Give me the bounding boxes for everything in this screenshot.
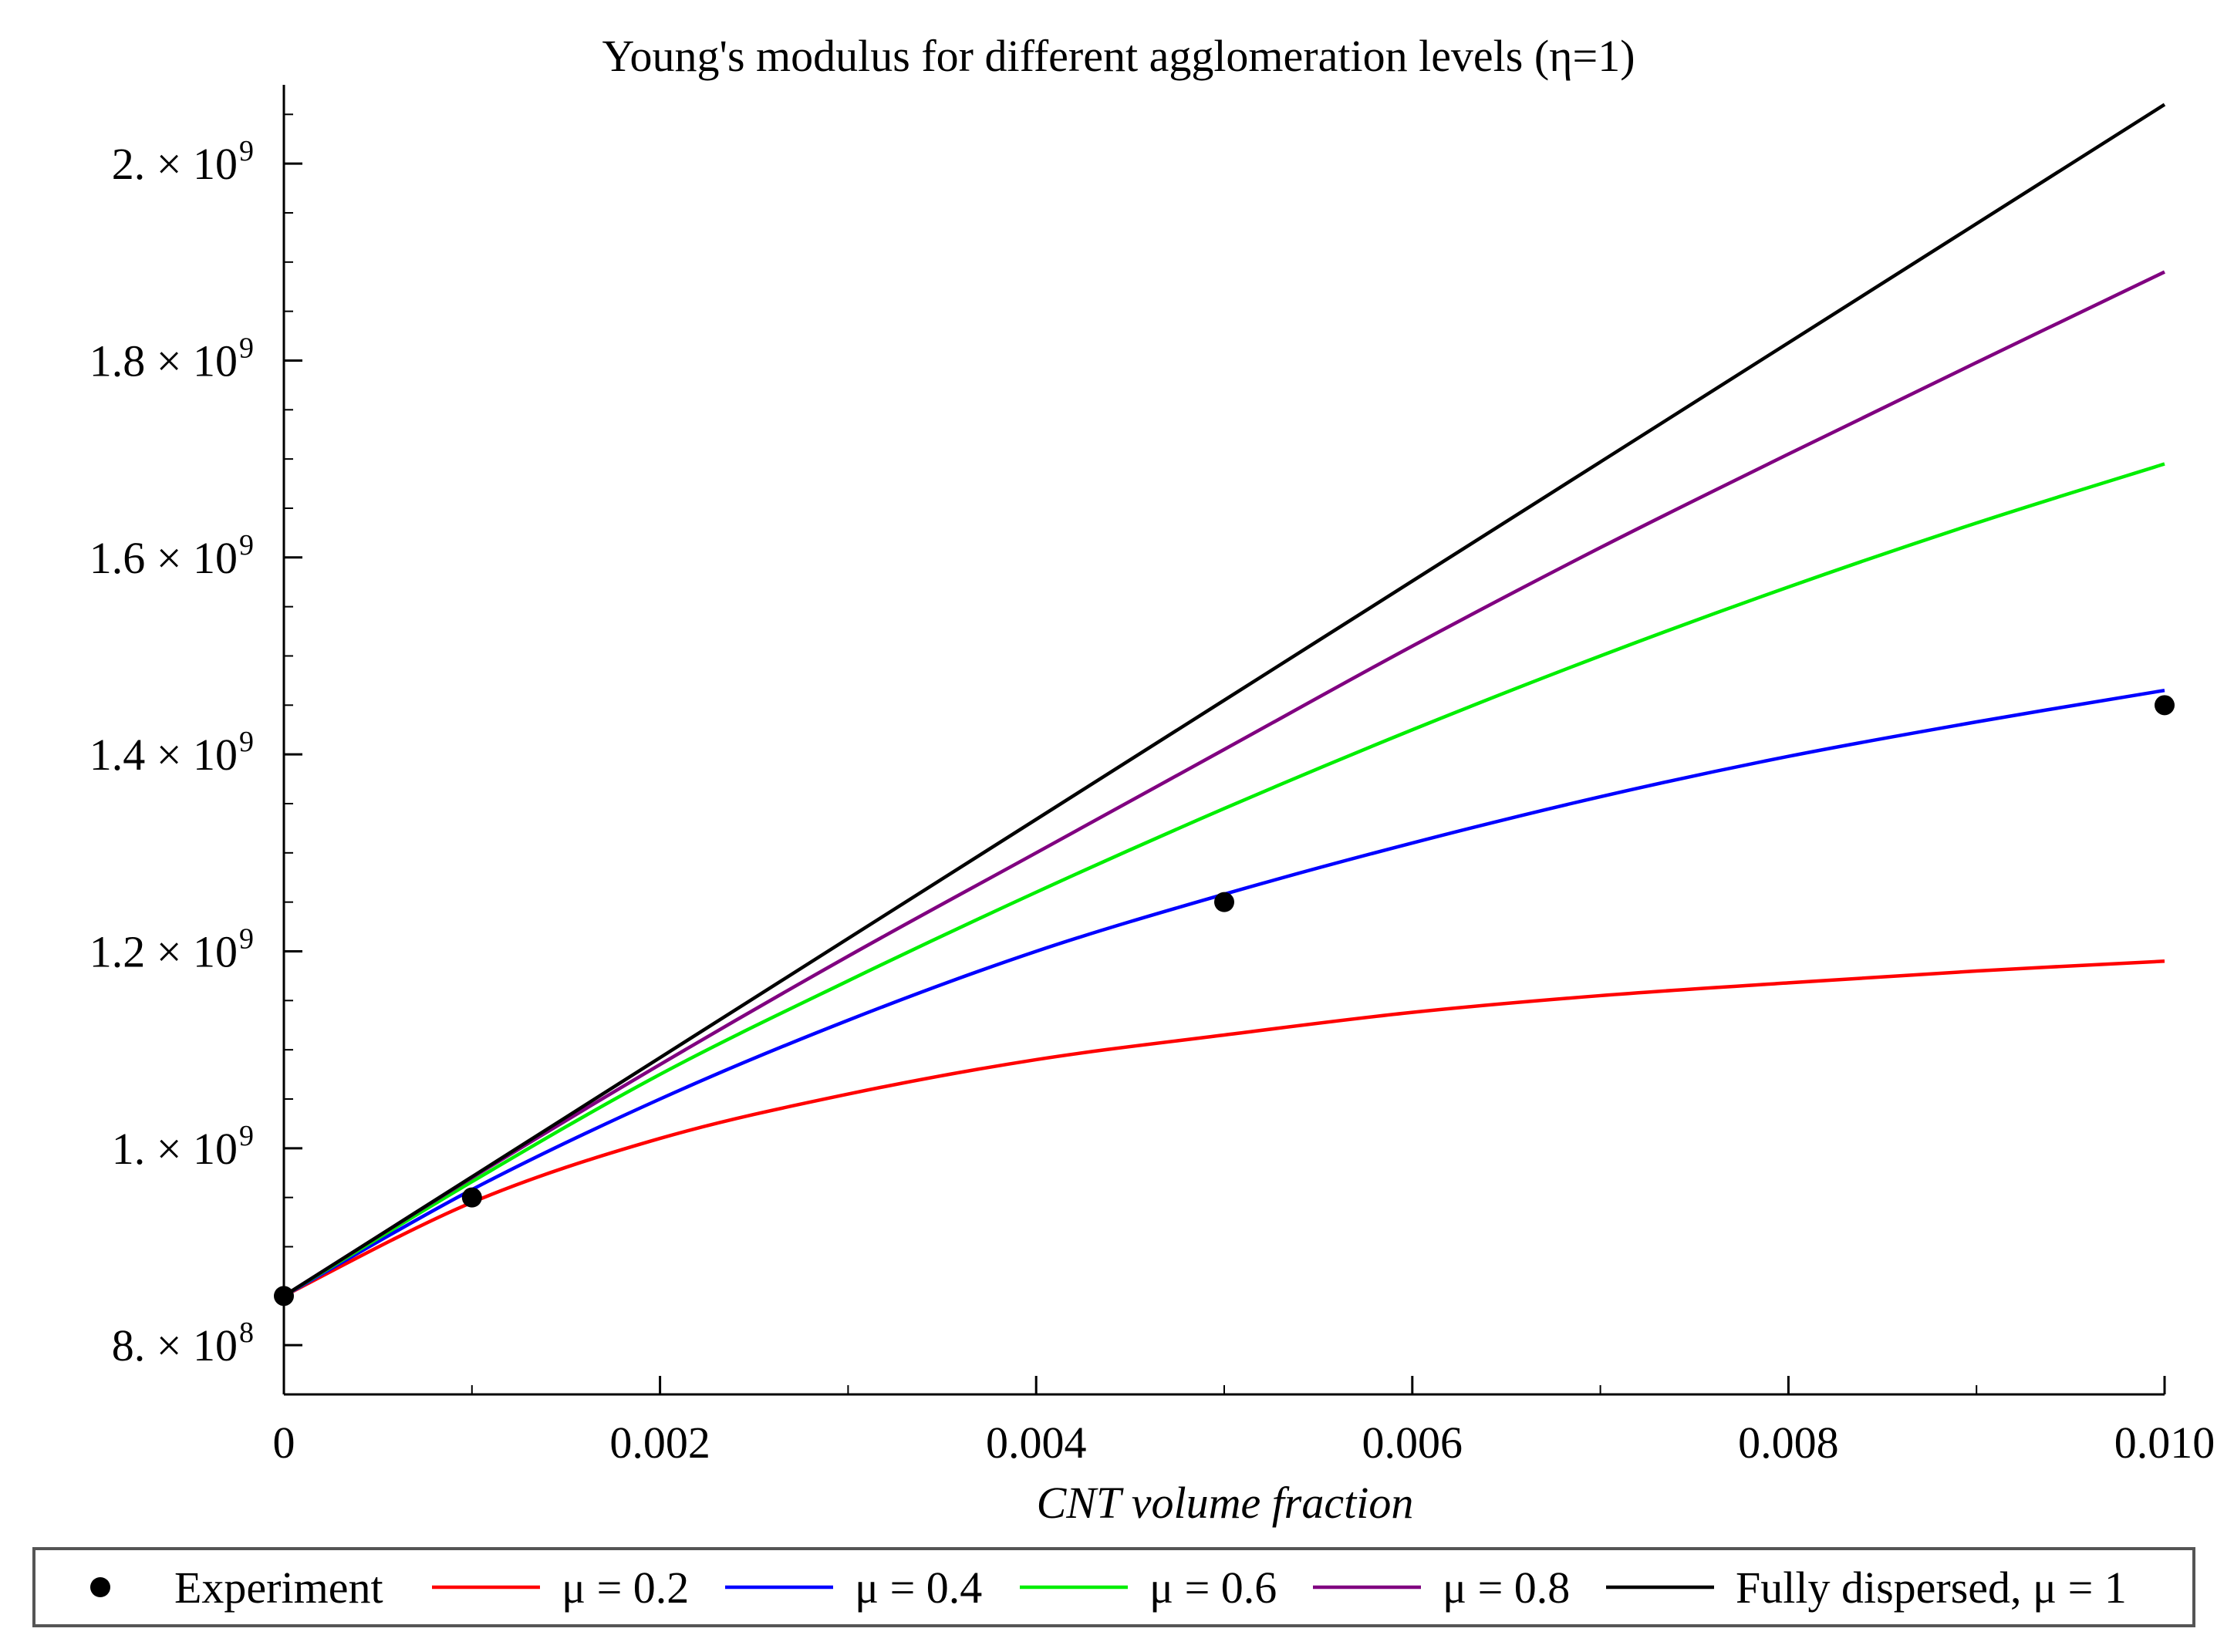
x-tick-label: 0.006 <box>1362 1418 1463 1468</box>
y-tick-label: 1.8 × 10 <box>89 335 238 386</box>
x-tick-label: 0.004 <box>986 1418 1087 1468</box>
y-tick-label: 2. × 10 <box>112 139 238 189</box>
legend-label: μ = 0.4 <box>855 1563 982 1613</box>
legend: Experiment μ = 0.2 μ = 0.4 μ = 0.6 μ = 0.8 Fu… <box>32 1547 2195 1627</box>
y-tick-exponent: 8 <box>239 1317 254 1349</box>
x-tick-label: 0 <box>273 1418 295 1468</box>
y-tick-exponent: 9 <box>239 922 254 955</box>
legend-label: Experiment <box>174 1563 383 1613</box>
series-line--0-8 <box>282 270 2165 1298</box>
x-tick-label: 0.002 <box>609 1418 710 1468</box>
series-line--0-4 <box>282 688 2165 1298</box>
legend-label: μ = 0.8 <box>1443 1563 1570 1613</box>
experiment-point <box>2155 695 2175 716</box>
y-tick-label: 8. × 10 <box>112 1320 238 1370</box>
x-axis-label: CNT volume fraction <box>1037 1478 1414 1528</box>
y-tick-label: 1.2 × 10 <box>89 926 238 976</box>
x-tick-label: 0.010 <box>2114 1418 2215 1468</box>
legend-label: μ = 0.6 <box>1149 1563 1277 1613</box>
y-tick-exponent: 9 <box>239 1120 254 1152</box>
legend-label: Fully dispersed, μ = 1 <box>1736 1563 2127 1613</box>
legend-label: μ = 0.2 <box>562 1563 689 1613</box>
experiment-point <box>274 1286 294 1306</box>
series-line-fully-dispersed-1 <box>282 103 2166 1298</box>
legend-experiment-marker <box>90 1577 110 1597</box>
y-tick-exponent: 9 <box>239 726 254 758</box>
y-tick-exponent: 9 <box>239 529 254 561</box>
experiment-point <box>461 1187 482 1208</box>
chart-title: Young's modulus for different agglomerat… <box>602 31 1635 81</box>
series-line--0-6 <box>282 462 2165 1298</box>
y-tick-label: 1.6 × 10 <box>89 533 238 583</box>
y-tick-label: 1.4 × 10 <box>89 730 238 780</box>
y-tick-label: 1. × 10 <box>112 1124 238 1174</box>
x-tick-label: 0.008 <box>1738 1418 1839 1468</box>
plot-area: 8. × 10 81. × 10 91.2 × 10 91.4 × 10 91.6 × … <box>89 85 2215 1468</box>
series-line--0-2 <box>282 959 2165 1298</box>
experiment-point <box>1214 892 1234 912</box>
y-tick-exponent: 9 <box>239 332 254 364</box>
y-tick-exponent: 9 <box>239 135 254 167</box>
